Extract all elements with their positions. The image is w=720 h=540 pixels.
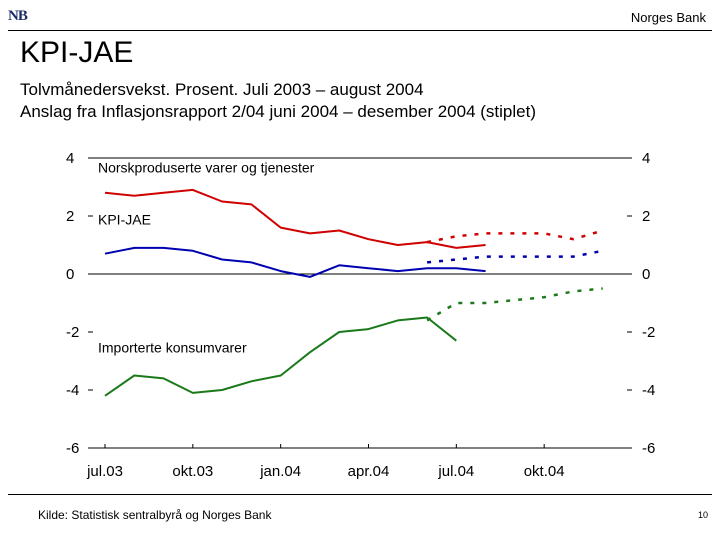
y-tick-label-right: -2 — [642, 324, 655, 341]
x-tick-label: jul.04 — [437, 463, 474, 480]
top-divider — [8, 30, 712, 31]
y-tick-label-left: -4 — [66, 382, 79, 399]
y-tick-label-right: -4 — [642, 382, 655, 399]
y-tick-label-left: -6 — [66, 440, 79, 457]
series-label-0: Norskproduserte varer og tjenester — [98, 160, 315, 176]
norges-bank-logo: NB — [8, 8, 28, 24]
subtitle-line-2: Anslag fra Inflasjonsrapport 2/04 juni 2… — [20, 102, 536, 121]
series-line-4 — [426, 249, 603, 264]
y-tick-label-left: 4 — [66, 150, 74, 167]
page-title: KPI-JAE — [20, 36, 134, 69]
x-tick-label: jul.03 — [86, 463, 123, 480]
source-note: Kilde: Statistisk sentralbyrå og Norges … — [38, 508, 272, 522]
line-chart: -6 -6 -4 -4 -2 -2 0 0 2 2 4 4 jul.03 okt.03 jan.04 apr.… — [66, 150, 655, 480]
annotation-bg — [96, 339, 275, 357]
series-label-1: KPI-JAE — [98, 212, 151, 228]
x-tick-label: apr.04 — [348, 463, 390, 480]
y-tick-label-right: 2 — [642, 208, 650, 225]
annotation-bg — [96, 211, 153, 229]
bank-name: Norges Bank — [630, 10, 706, 25]
x-tick-label: okt.03 — [172, 463, 213, 480]
y-tick-label-left: 0 — [66, 266, 74, 283]
y-tick-label-left: -2 — [66, 324, 79, 341]
annotation-bg — [96, 159, 372, 177]
y-tick-label-left: 2 — [66, 208, 74, 225]
page-number: 10 — [697, 510, 708, 520]
y-tick-label-right: 0 — [642, 266, 650, 283]
y-tick-label-right: 4 — [642, 150, 650, 167]
series-line-3 — [426, 229, 604, 244]
subtitle-line-1: Tolvmånedersvekst. Prosent. Juli 2003 – … — [20, 80, 424, 99]
series-line-1 — [104, 246, 486, 278]
x-tick-label: jan.04 — [259, 463, 301, 480]
series-line-0 — [104, 188, 486, 249]
series-label-2: Importerte konsumvarer — [98, 339, 247, 355]
series-line-2 — [104, 316, 457, 397]
x-tick-label: okt.04 — [524, 463, 565, 480]
series-line-5 — [426, 287, 603, 322]
y-tick-label-right: -6 — [642, 440, 655, 457]
bottom-divider — [8, 494, 712, 495]
